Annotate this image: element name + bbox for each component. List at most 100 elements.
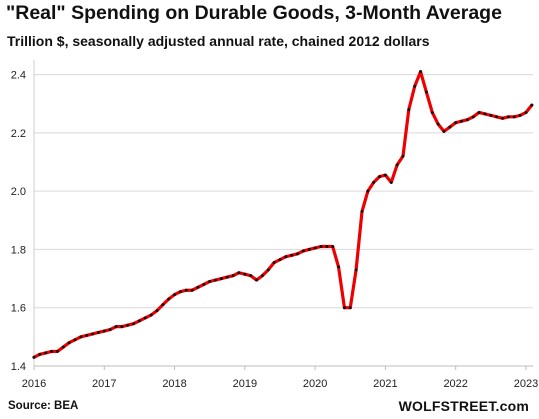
x-tick-label: 2021 [373,378,397,390]
data-point [436,122,440,126]
data-point [454,121,458,125]
data-point [167,297,171,301]
data-point [208,279,212,283]
x-tick-label: 2018 [162,378,186,390]
data-point [38,352,42,356]
data-point [471,115,475,119]
x-tick-label: 2017 [92,378,116,390]
data-point [489,113,493,117]
data-point [67,341,71,345]
data-point [202,282,206,286]
data-point [524,110,528,114]
data-point [307,247,311,251]
data-point [102,329,106,333]
data-point [430,110,434,114]
data-point [301,249,305,253]
data-point [255,278,259,282]
data-point [372,180,376,184]
data-point [161,303,165,307]
brand-watermark: WOLFSTREET.com [398,398,529,414]
data-point [231,274,235,278]
data-point [401,154,405,158]
y-tick-label: 1.6 [11,303,26,315]
data-point [477,110,481,114]
data-point [407,108,411,112]
series-line [32,70,534,359]
data-point [313,246,317,250]
data-point [108,328,112,332]
data-point [501,116,505,120]
data-point [196,285,200,289]
data-point [378,175,382,179]
data-point [143,316,147,320]
data-point [214,278,218,282]
x-tick-label: 2016 [22,378,46,390]
chart-subtitle: Trillion $, seasonally adjusted annual r… [7,33,430,49]
data-point [249,274,253,278]
data-point [173,293,177,297]
data-point [55,349,59,353]
data-point [132,322,136,326]
data-point [272,261,276,265]
data-point [348,306,352,310]
data-point [120,325,124,329]
data-point [149,313,153,317]
data-point [354,268,358,272]
y-tick-label: 1.4 [11,361,26,373]
data-point [284,255,288,259]
data-point [383,173,387,177]
data-point [460,119,464,123]
data-point [290,253,294,257]
data-point [360,210,364,214]
y-tick-label: 2.4 [11,70,26,82]
x-tick-label: 2019 [233,378,257,390]
data-point [395,163,399,167]
data-point [44,351,48,355]
data-point [424,90,428,94]
data-point [337,265,341,269]
data-point [512,115,516,119]
data-point [190,288,194,292]
x-tick-label: 2020 [303,378,327,390]
data-point [91,332,95,336]
data-point [32,355,36,359]
data-point [96,330,100,334]
y-tick-label: 1.8 [11,244,26,256]
data-point [495,115,499,119]
y-tick-labels: 1.4 1.6 1.8 2.0 2.2 2.4 [11,70,26,373]
data-point [73,338,77,342]
data-point [518,113,522,117]
data-point [184,288,188,292]
data-point [366,189,370,193]
data-point [342,306,346,310]
data-point [389,180,393,184]
data-point [278,258,282,262]
gridlines [34,74,533,309]
data-point [85,333,89,337]
y-tick-label: 2.2 [11,128,26,140]
x-tick-labels: 2016 2017 2018 2019 2020 2021 2022 2023 [22,366,538,390]
data-point [79,335,83,339]
data-point [237,271,241,275]
data-point [530,103,534,107]
data-point [266,268,270,272]
data-point [260,274,264,278]
data-point [331,245,335,249]
x-tick-label: 2023 [514,378,538,390]
x-tick-label: 2022 [443,378,467,390]
data-point [155,309,159,313]
data-point [137,319,141,323]
data-point [419,70,423,74]
chart-title: "Real" Spending on Durable Goods, 3-Mont… [6,2,502,24]
data-point [61,345,65,349]
data-point [243,272,247,276]
data-point [325,245,329,249]
y-tick-label: 2.0 [11,186,26,198]
data-point [506,115,510,119]
series-layer [32,70,534,359]
data-point [296,252,300,256]
data-point [483,112,487,116]
data-point [319,245,323,249]
data-point [413,84,417,88]
